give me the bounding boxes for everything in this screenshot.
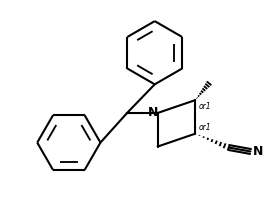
Text: or1: or1: [198, 123, 211, 132]
Text: N: N: [252, 145, 263, 158]
Text: N: N: [148, 106, 158, 119]
Text: or1: or1: [198, 102, 211, 111]
